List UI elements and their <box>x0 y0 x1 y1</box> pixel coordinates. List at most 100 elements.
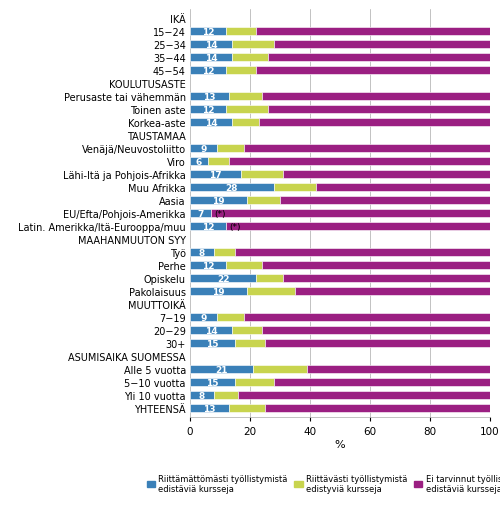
Bar <box>262 326 490 334</box>
Bar <box>214 249 235 257</box>
X-axis label: %: % <box>334 439 345 449</box>
Bar <box>232 326 262 334</box>
Text: 19: 19 <box>212 287 225 296</box>
Text: 19: 19 <box>212 196 225 205</box>
Bar <box>208 158 229 166</box>
Text: 28: 28 <box>226 183 238 192</box>
Text: 12: 12 <box>202 27 214 37</box>
Bar <box>229 158 490 166</box>
Bar <box>232 41 274 49</box>
Legend: Riittämättömästi työllistymistä
edistäviä kursseja, Riittävästi työllistymistä
e: Riittämättömästi työllistymistä edistävi… <box>143 470 500 496</box>
Bar <box>238 391 490 400</box>
Bar <box>235 378 274 386</box>
Bar <box>274 378 490 386</box>
Text: 14: 14 <box>204 326 218 335</box>
Bar <box>262 93 490 101</box>
Bar <box>265 404 490 412</box>
Text: 17: 17 <box>209 171 222 179</box>
Bar <box>190 274 256 282</box>
Bar <box>211 210 490 218</box>
Bar <box>274 184 316 192</box>
Bar <box>190 171 241 179</box>
Bar <box>229 404 265 412</box>
Bar <box>190 67 226 75</box>
Bar <box>190 119 232 127</box>
Bar <box>190 145 217 153</box>
Text: 15: 15 <box>206 378 219 387</box>
Text: (*): (*) <box>229 222 240 231</box>
Bar <box>190 365 253 374</box>
Bar <box>229 93 262 101</box>
Bar <box>190 391 214 400</box>
Bar <box>256 274 283 282</box>
Bar <box>190 378 235 386</box>
Bar <box>226 67 256 75</box>
Text: 22: 22 <box>217 274 229 283</box>
Bar <box>190 28 226 36</box>
Bar <box>190 249 214 257</box>
Bar <box>256 67 490 75</box>
Bar <box>190 262 226 270</box>
Text: 9: 9 <box>200 145 206 153</box>
Bar <box>283 171 490 179</box>
Bar <box>283 274 490 282</box>
Bar <box>259 119 490 127</box>
Bar <box>268 54 490 62</box>
Text: 6: 6 <box>196 157 202 166</box>
Bar <box>232 54 268 62</box>
Bar <box>190 158 208 166</box>
Bar <box>214 391 238 400</box>
Bar <box>247 197 280 205</box>
Text: (*): (*) <box>214 209 226 218</box>
Bar <box>247 288 295 296</box>
Bar <box>226 223 490 231</box>
Bar <box>190 210 211 218</box>
Bar <box>262 262 490 270</box>
Bar <box>190 184 274 192</box>
Text: 8: 8 <box>199 391 205 400</box>
Bar <box>217 145 244 153</box>
Bar <box>241 171 283 179</box>
Bar <box>316 184 490 192</box>
Text: 8: 8 <box>199 248 205 257</box>
Text: 9: 9 <box>200 313 206 322</box>
Bar <box>226 262 262 270</box>
Bar <box>190 288 247 296</box>
Bar <box>190 223 226 231</box>
Bar <box>232 119 259 127</box>
Bar <box>274 41 490 49</box>
Bar <box>190 106 226 114</box>
Bar <box>244 314 490 322</box>
Bar <box>190 197 247 205</box>
Text: 12: 12 <box>202 222 214 231</box>
Bar <box>226 28 256 36</box>
Text: 14: 14 <box>204 41 218 50</box>
Text: 7: 7 <box>198 209 203 218</box>
Text: 12: 12 <box>202 67 214 76</box>
Bar <box>265 340 490 348</box>
Bar <box>226 106 268 114</box>
Text: 13: 13 <box>203 93 216 102</box>
Bar <box>253 365 307 374</box>
Bar <box>235 249 490 257</box>
Text: 21: 21 <box>215 365 228 374</box>
Bar <box>190 41 232 49</box>
Bar <box>256 28 490 36</box>
Bar <box>190 93 229 101</box>
Bar <box>307 365 490 374</box>
Bar <box>190 340 235 348</box>
Bar <box>190 326 232 334</box>
Bar <box>190 54 232 62</box>
Bar <box>217 314 244 322</box>
Text: 14: 14 <box>204 119 218 127</box>
Text: 14: 14 <box>204 53 218 63</box>
Bar <box>190 404 229 412</box>
Bar <box>295 288 490 296</box>
Bar <box>190 314 217 322</box>
Text: 12: 12 <box>202 261 214 270</box>
Bar <box>268 106 490 114</box>
Bar <box>235 340 265 348</box>
Bar <box>244 145 490 153</box>
Text: 13: 13 <box>203 404 216 413</box>
Bar <box>280 197 490 205</box>
